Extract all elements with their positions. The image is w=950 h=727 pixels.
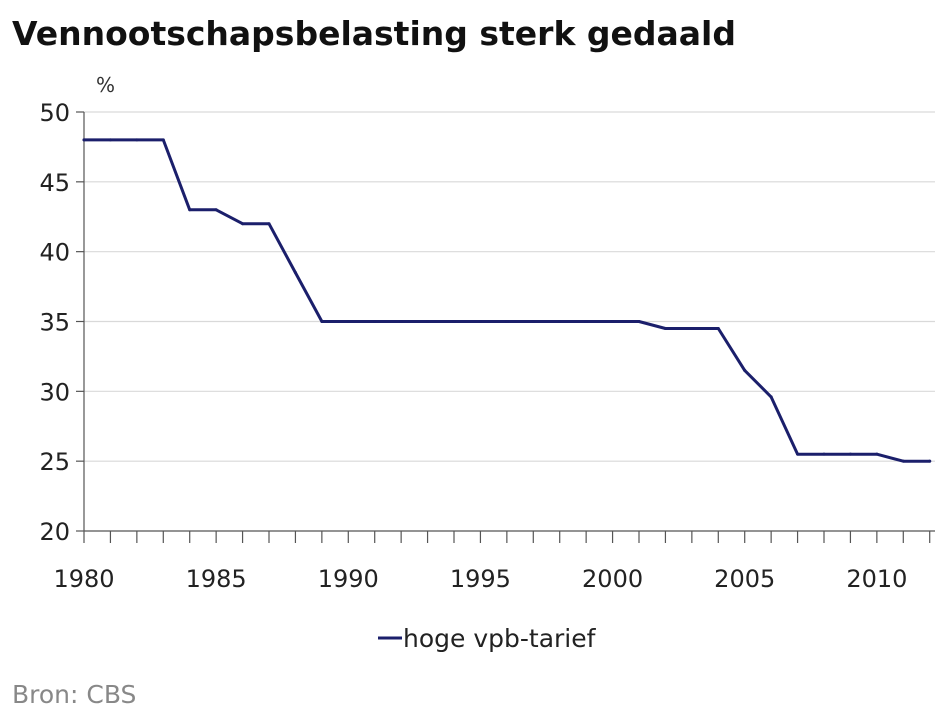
data-point xyxy=(663,326,667,330)
data-point xyxy=(188,208,192,212)
data-point xyxy=(531,320,535,323)
x-tick-labels: 1980 1985 1990 1995 2000 2005 2010 xyxy=(53,565,907,593)
y-tick-label: 50 xyxy=(39,99,70,127)
data-point xyxy=(241,222,245,226)
legend: hoge vpb-tarief xyxy=(378,624,597,653)
data-point xyxy=(478,320,482,323)
data-point xyxy=(82,138,86,142)
data-point xyxy=(796,452,800,456)
x-tick-label: 2005 xyxy=(714,565,775,593)
y-tick-label: 35 xyxy=(39,309,70,337)
data-point xyxy=(875,452,879,456)
y-tick-label: 20 xyxy=(39,518,70,546)
data-point xyxy=(346,320,350,323)
data-point xyxy=(135,138,139,142)
data-point xyxy=(320,320,324,323)
gridlines xyxy=(84,111,935,462)
data-point xyxy=(452,320,456,323)
x-tick-label: 2010 xyxy=(846,565,907,593)
data-point xyxy=(108,138,112,142)
data-point xyxy=(716,326,720,330)
source-label: Bron: CBS xyxy=(12,680,137,709)
chart-title: Vennootschapsbelasting sterk gedaald xyxy=(12,14,736,53)
data-point xyxy=(505,320,509,323)
x-tick-label: 1995 xyxy=(450,565,511,593)
x-tick-label: 2000 xyxy=(582,565,643,593)
x-tick-label: 1980 xyxy=(53,565,114,593)
y-tick-labels: 20 25 30 35 40 45 50 xyxy=(39,99,70,546)
x-tick-label: 1990 xyxy=(318,565,379,593)
data-point xyxy=(743,368,747,372)
y-tick-label: 45 xyxy=(39,169,70,197)
data-point xyxy=(267,222,271,226)
data-point xyxy=(690,326,694,330)
axes xyxy=(76,111,935,543)
y-tick-label: 40 xyxy=(39,239,70,267)
series-layer xyxy=(82,138,932,463)
data-point xyxy=(558,320,562,323)
y-tick-label: 30 xyxy=(39,378,70,406)
y-unit-label: % xyxy=(96,73,115,97)
y-tick-label: 25 xyxy=(39,448,70,476)
x-tick-label: 1985 xyxy=(186,565,247,593)
data-point xyxy=(822,452,826,456)
data-point xyxy=(769,395,773,399)
data-point xyxy=(293,271,297,275)
data-point xyxy=(399,320,403,323)
data-point xyxy=(584,320,588,323)
data-point xyxy=(637,320,641,323)
data-point xyxy=(928,459,932,463)
data-point xyxy=(611,320,615,323)
data-point xyxy=(161,138,165,142)
series-line-0 xyxy=(82,138,932,463)
legend-label: hoge vpb-tarief xyxy=(403,624,597,653)
data-point xyxy=(848,452,852,456)
data-point xyxy=(426,320,430,323)
data-point xyxy=(214,208,218,212)
data-point xyxy=(901,459,905,463)
data-point xyxy=(373,320,377,323)
